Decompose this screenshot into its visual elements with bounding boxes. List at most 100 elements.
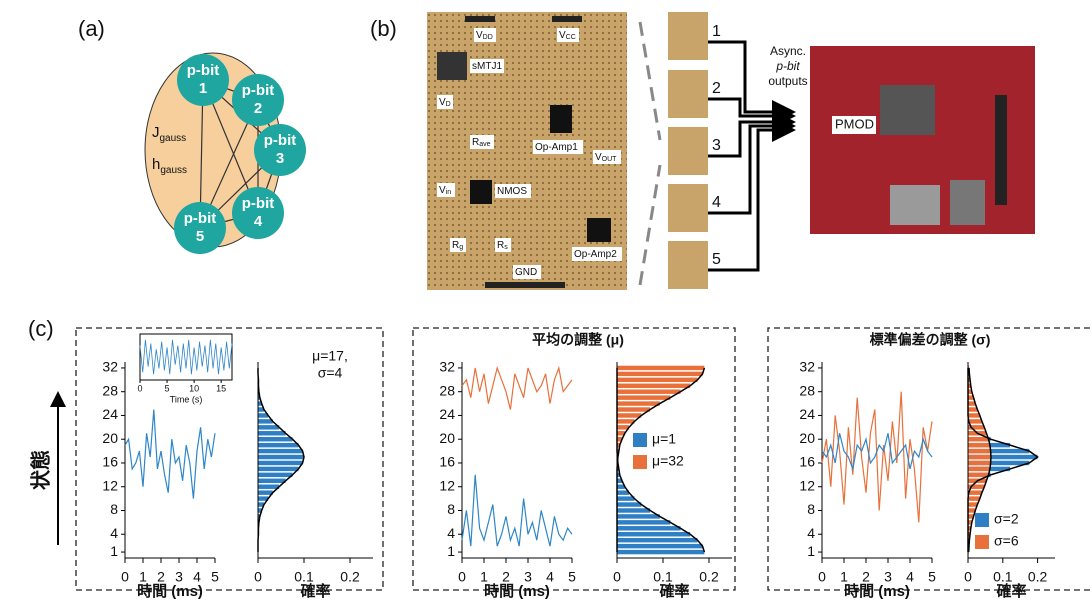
x-tick-label: 0.2 xyxy=(340,569,360,585)
x-tick-label: 5 xyxy=(928,569,936,585)
y-tick-label: 1 xyxy=(807,543,815,559)
legend-swatch xyxy=(975,535,989,549)
bar xyxy=(617,538,698,542)
node: p-bit 1 xyxy=(177,54,229,106)
output-caption: Async. p-bit outputs xyxy=(768,44,807,88)
bar xyxy=(968,407,977,411)
node: p-bit 5 xyxy=(174,202,226,254)
board-label: Op-Amp2 xyxy=(574,249,617,260)
bar xyxy=(968,496,980,500)
x-tick-label: 0.2 xyxy=(699,569,719,585)
y-tick-label: 32 xyxy=(799,359,815,375)
series-line xyxy=(822,392,932,523)
series-line xyxy=(462,475,572,546)
bar xyxy=(258,437,293,441)
pbit-tile xyxy=(668,127,708,175)
y-tick-label: 28 xyxy=(102,382,118,398)
output-number: 5 xyxy=(712,251,721,268)
port xyxy=(950,180,985,225)
panel-label: (c) xyxy=(28,316,54,341)
bar xyxy=(258,479,286,483)
bar xyxy=(617,366,704,370)
subscript: D xyxy=(446,101,451,108)
socket xyxy=(437,52,467,80)
x-tick-label: 0 xyxy=(137,383,142,393)
x-tick-label: 0.2 xyxy=(1028,569,1048,585)
figure: (a) (b) (c) p-bit 1 p-bit 2 p-bit 3 p-bi… xyxy=(0,0,1092,602)
bar xyxy=(968,467,990,471)
node: p-bit 4 xyxy=(232,187,284,239)
port xyxy=(890,185,940,225)
subscript: ave xyxy=(479,141,490,148)
main: R xyxy=(497,240,504,251)
chip xyxy=(550,105,572,133)
header xyxy=(552,16,582,22)
bar xyxy=(617,378,698,382)
main: Op-Amp2 xyxy=(574,249,617,260)
subscript: CC xyxy=(566,34,576,41)
bar xyxy=(617,520,670,524)
y-tick-label: 12 xyxy=(439,477,455,493)
subscript: gauss xyxy=(160,133,187,144)
zoom-line xyxy=(640,22,660,140)
y-tick-label: 24 xyxy=(102,406,118,422)
bar xyxy=(258,455,304,459)
caption-line: Async. xyxy=(770,44,806,58)
legend-swatch xyxy=(975,513,989,527)
node-number: 2 xyxy=(254,100,262,117)
y-tick-label: 4 xyxy=(110,525,118,541)
annotation: σ=4 xyxy=(318,365,343,381)
symbol: J xyxy=(152,124,160,141)
x-tick-label: 0 xyxy=(254,569,262,585)
chart-title: 標準偏差の調整 (σ) xyxy=(870,332,991,348)
node-label: p-bit xyxy=(184,210,216,227)
bar xyxy=(617,384,690,388)
bar xyxy=(968,455,991,459)
legend-label: σ=2 xyxy=(994,511,1019,527)
x-tick-label: 0 xyxy=(818,569,826,585)
legend-label: μ=32 xyxy=(652,453,684,469)
bar xyxy=(617,550,704,554)
legend-swatch xyxy=(633,433,647,447)
y-tick-label: 8 xyxy=(447,501,455,517)
x-tick-label: 0 xyxy=(458,569,466,585)
main: sMTJ1 xyxy=(472,61,502,72)
header xyxy=(465,16,495,22)
series-line xyxy=(462,368,572,410)
y-axis-label: 状態 xyxy=(28,450,52,490)
symbol: h xyxy=(152,156,160,173)
x-tick-label: 0 xyxy=(964,569,972,585)
subscript: DD xyxy=(483,34,493,41)
pbit-tile xyxy=(668,241,708,289)
heatsink xyxy=(880,85,935,135)
bar xyxy=(617,389,680,393)
x-axis-label: 確率 xyxy=(995,582,1026,600)
board-label: GND xyxy=(515,267,537,278)
x-axis-label: 時間 (ms) xyxy=(844,582,910,600)
main: R xyxy=(472,137,479,148)
y-tick-label: 1 xyxy=(110,543,118,559)
node-number: 1 xyxy=(199,80,207,97)
subscript: OUT xyxy=(602,156,618,163)
bar xyxy=(617,526,680,530)
bar xyxy=(617,419,634,423)
node-label: p-bit xyxy=(242,82,274,99)
fpga-label: PMOD xyxy=(835,116,874,131)
y-tick-label: 24 xyxy=(799,406,815,422)
zoom-line xyxy=(640,165,660,285)
y-tick-label: 20 xyxy=(439,430,455,446)
network-diagram: p-bit 1 p-bit 2 p-bit 3 p-bit 4 p-bit 5 … xyxy=(145,53,306,254)
output-number: 4 xyxy=(712,194,721,211)
chip xyxy=(470,180,492,204)
y-tick-label: 8 xyxy=(110,501,118,517)
y-tick-label: 12 xyxy=(799,477,815,493)
bar xyxy=(617,413,641,417)
panel-label: (a) xyxy=(78,16,105,41)
x-tick-label: 15 xyxy=(216,383,226,393)
subscript: gauss xyxy=(160,165,187,176)
main: R xyxy=(452,240,459,251)
pbit-tile xyxy=(668,184,708,232)
bar xyxy=(968,461,991,465)
bar xyxy=(968,443,990,447)
bar xyxy=(617,508,650,512)
